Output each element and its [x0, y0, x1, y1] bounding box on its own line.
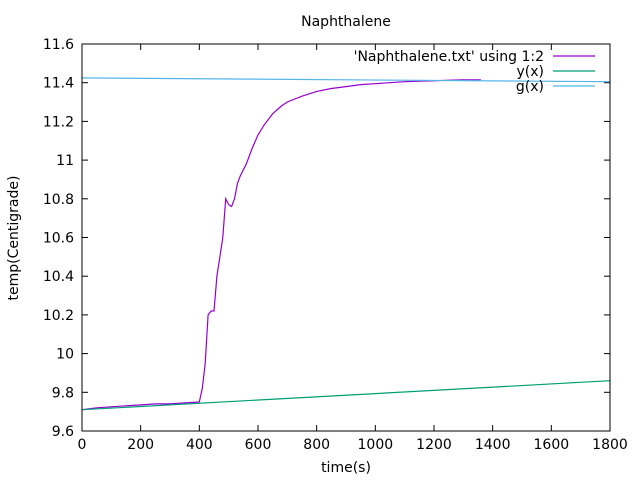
y-tick-label: 10.2: [43, 308, 74, 324]
legend: 'Naphthalene.txt' using 1:2y(x)g(x): [354, 49, 595, 95]
legend-entry-label: 'Naphthalene.txt' using 1:2: [354, 49, 544, 65]
y-tick-label: 9.8: [52, 385, 74, 401]
y-tick-label: 10: [56, 347, 74, 363]
axis-ticks: 0 200 400 600 800 1000 1200 1400 1600 1800 9.6 9.8 1…: [43, 37, 628, 453]
series-line-0: [81, 79, 481, 411]
y-tick-label: 10.6: [43, 231, 74, 247]
legend-entry-label: y(x): [517, 64, 545, 80]
y-tick-label: 11.2: [43, 114, 74, 130]
legend-entry-label: g(x): [516, 79, 544, 95]
x-tick-label: 200: [127, 437, 154, 453]
y-axis-label: temp(Centigrade): [6, 176, 22, 301]
x-tick-label: 1600: [534, 437, 570, 453]
x-tick-label: 400: [186, 437, 213, 453]
y-tick-label: 11: [56, 153, 74, 169]
series-line-1: [81, 380, 611, 411]
x-tick-label: 1400: [475, 437, 511, 453]
chart-title: Naphthalene: [301, 14, 391, 30]
x-tick-label: 600: [245, 437, 272, 453]
y-tick-label: 10.4: [43, 269, 74, 285]
x-axis-label: time(s): [321, 460, 371, 476]
y-tick-label: 10.8: [43, 192, 74, 208]
x-tick-label: 1200: [416, 437, 452, 453]
y-tick-label: 11.4: [43, 76, 74, 92]
x-tick-label: 1000: [358, 437, 394, 453]
series-line-2: [81, 77, 611, 83]
y-tick-label: 11.6: [43, 37, 74, 53]
x-tick-label: 0: [78, 437, 87, 453]
x-tick-label: 1800: [592, 437, 628, 453]
series-layer: [81, 77, 611, 411]
x-tick-label: 800: [303, 437, 330, 453]
plot-area-border: [81, 43, 611, 432]
y-tick-label: 9.6: [52, 424, 74, 440]
